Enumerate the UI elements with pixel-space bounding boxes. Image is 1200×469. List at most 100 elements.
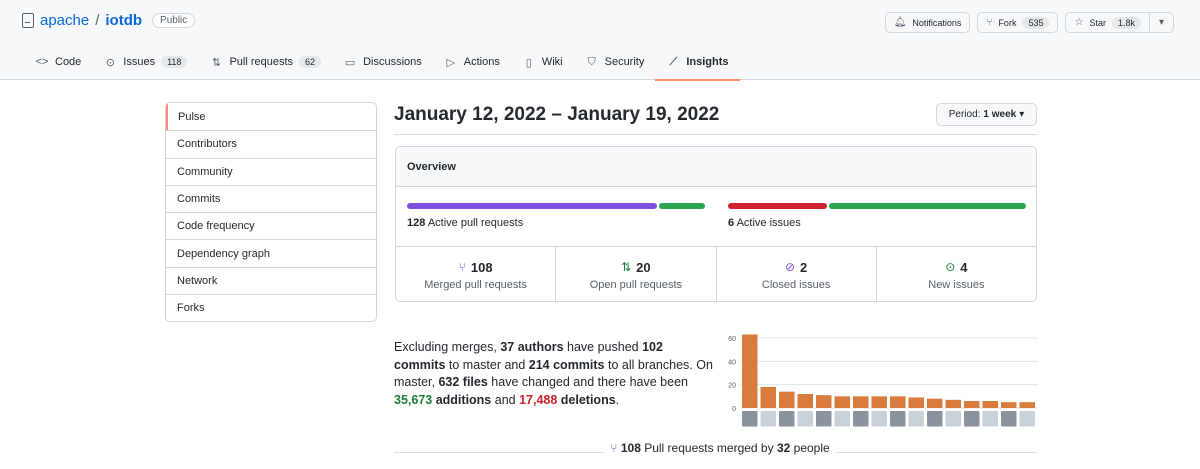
- stat-value: 2: [800, 259, 808, 275]
- tab-label: Issues: [123, 56, 156, 68]
- tab-code[interactable]: <> Code: [24, 44, 92, 80]
- all-commits-count: 214 commits: [528, 357, 605, 372]
- tab-label: Security: [604, 56, 645, 68]
- new-segment: [828, 203, 1026, 209]
- issue-opened-icon: ⊙: [945, 260, 956, 274]
- files-changed-count: 632 files: [438, 375, 488, 389]
- sidebar-item-dependency-graph[interactable]: Dependency graph: [166, 239, 376, 266]
- stat-value: 4: [960, 259, 968, 275]
- authors-count: 37 authors: [500, 340, 564, 354]
- summary-text: have pushed: [563, 340, 643, 354]
- tab-wiki[interactable]: ▯ Wiki: [511, 44, 574, 80]
- active-issues-count: 6: [728, 217, 735, 229]
- tab-actions[interactable]: ▷ Actions: [433, 44, 511, 80]
- overview-stats: ⑂ 108 Merged pull requests ⇅ 20 Open pull …: [396, 247, 1036, 301]
- tab-discussions[interactable]: ▭ Discussions: [332, 44, 433, 80]
- stat-merged-pull-requests[interactable]: ⑂ 108 Merged pull requests: [396, 247, 555, 301]
- star-count: 1.8k: [1111, 16, 1141, 29]
- stat-new-issues[interactable]: ⊙ 4 New issues: [875, 247, 1036, 301]
- merged-icon: ⑂: [458, 260, 466, 274]
- active-issues-link[interactable]: 6 Active issues: [728, 217, 801, 229]
- author-avatar: [779, 411, 795, 427]
- star-label: Star: [1089, 17, 1106, 28]
- book-icon: ▯: [525, 56, 532, 69]
- summary-text: to master and: [445, 357, 529, 372]
- chevron-down-icon: ▾: [1158, 17, 1164, 28]
- sidebar-item-community[interactable]: Community: [166, 157, 376, 185]
- tab-count: 62: [299, 56, 322, 68]
- bell-icon: 🔔︎: [893, 17, 907, 28]
- repo-tabs: <> Code ⊙ Issues 118 ⇅ Pull requests 62 …: [24, 44, 740, 81]
- repo-actions: 🔔︎ Notifications ⑂ Fork 535 ☆ Star 1.8k …: [884, 12, 1174, 33]
- fork-icon: ⑂: [986, 17, 993, 28]
- star-dropdown-button[interactable]: ▾: [1149, 12, 1174, 33]
- overview-box: Overview 128 Active pull requests 6 Acti…: [395, 146, 1037, 302]
- merged-segment: [407, 203, 657, 209]
- commit-bar: [982, 401, 998, 408]
- play-icon: ▷: [446, 56, 455, 69]
- closed-segment: [728, 203, 827, 209]
- active-issues-label: Active issues: [736, 217, 801, 229]
- repo-owner-link[interactable]: apache: [40, 12, 90, 29]
- author-avatar: [853, 411, 869, 427]
- merged-count: 108: [620, 441, 641, 455]
- sidebar-item-contributors[interactable]: Contributors: [166, 130, 376, 157]
- notifications-button[interactable]: 🔔︎ Notifications: [884, 12, 971, 33]
- tab-security[interactable]: ⛉ Security: [574, 44, 656, 80]
- stat-label: New issues: [928, 278, 985, 291]
- y-tick-label: 40: [728, 359, 736, 366]
- author-avatar: [964, 411, 980, 427]
- tab-label: Insights: [686, 56, 729, 68]
- pull-request-open-icon: ⇅: [621, 260, 632, 274]
- overview-heading: Overview: [396, 147, 1036, 187]
- merged-text: people: [790, 441, 830, 455]
- visibility-badge: Public: [152, 13, 196, 28]
- y-tick-label: 0: [732, 406, 736, 413]
- notifications-label: Notifications: [912, 17, 962, 28]
- stat-closed-issues[interactable]: ⊘ 2 Closed issues: [715, 247, 876, 301]
- author-avatar: [1001, 411, 1017, 427]
- commit-bar: [816, 395, 832, 408]
- fork-label: Fork: [998, 17, 1017, 28]
- commit-bar: [742, 334, 758, 408]
- sidebar-item-network[interactable]: Network: [166, 266, 376, 294]
- commit-bar: [834, 396, 850, 408]
- star-button[interactable]: ☆ Star 1.8k: [1065, 12, 1150, 33]
- y-tick-label: 20: [728, 383, 736, 390]
- commit-bar: [779, 391, 795, 408]
- commit-bar: [797, 394, 813, 408]
- deletions-count: 17,488: [519, 392, 558, 407]
- y-tick-label: 60: [728, 336, 736, 343]
- tab-issues[interactable]: ⊙ Issues 118: [92, 44, 198, 80]
- period-title: January 12, 2022 – January 19, 2022: [394, 104, 720, 125]
- shield-icon: ⛉: [587, 55, 596, 68]
- sidebar-item-commits[interactable]: Commits: [166, 184, 376, 212]
- period-value: 1 week: [983, 109, 1017, 120]
- commit-bar: [760, 387, 776, 408]
- repo-separator: /: [95, 12, 100, 29]
- sidebar-item-code-frequency[interactable]: Code frequency: [166, 212, 376, 239]
- overview-bars: 128 Active pull requests 6 Active issues: [396, 187, 1036, 247]
- author-avatar: [982, 411, 998, 427]
- fork-button[interactable]: ⑂ Fork 535: [977, 12, 1059, 33]
- tab-pull-requests[interactable]: ⇅ Pull requests 62: [198, 44, 332, 80]
- tab-insights[interactable]: ⟋ Insights: [655, 44, 740, 81]
- merged-people-count: 32: [776, 441, 791, 455]
- tab-label: Wiki: [541, 56, 563, 68]
- active-pull-requests-link[interactable]: 128 Active pull requests: [407, 217, 523, 229]
- sidebar-item-forks[interactable]: Forks: [166, 294, 376, 321]
- commit-bar: [890, 396, 906, 408]
- period-select-button[interactable]: Period: 1 week ▾: [936, 103, 1037, 126]
- chevron-down-icon: ▾: [1019, 109, 1025, 120]
- repo-name-link[interactable]: iotdb: [105, 12, 143, 29]
- stat-open-pull-requests[interactable]: ⇅ 20 Open pull requests: [555, 247, 715, 301]
- tab-label: Pull requests: [229, 56, 294, 68]
- code-icon: <>: [35, 56, 49, 68]
- sidebar-item-pulse[interactable]: Pulse: [166, 103, 376, 131]
- issue-icon: ⊙: [105, 56, 115, 69]
- active-pull-requests-label: Active pull requests: [427, 217, 524, 229]
- summary-text: Excluding merges,: [394, 340, 501, 354]
- additions-label: additions: [432, 392, 492, 407]
- commit-bar: [964, 401, 980, 408]
- tab-label: Discussions: [363, 56, 422, 68]
